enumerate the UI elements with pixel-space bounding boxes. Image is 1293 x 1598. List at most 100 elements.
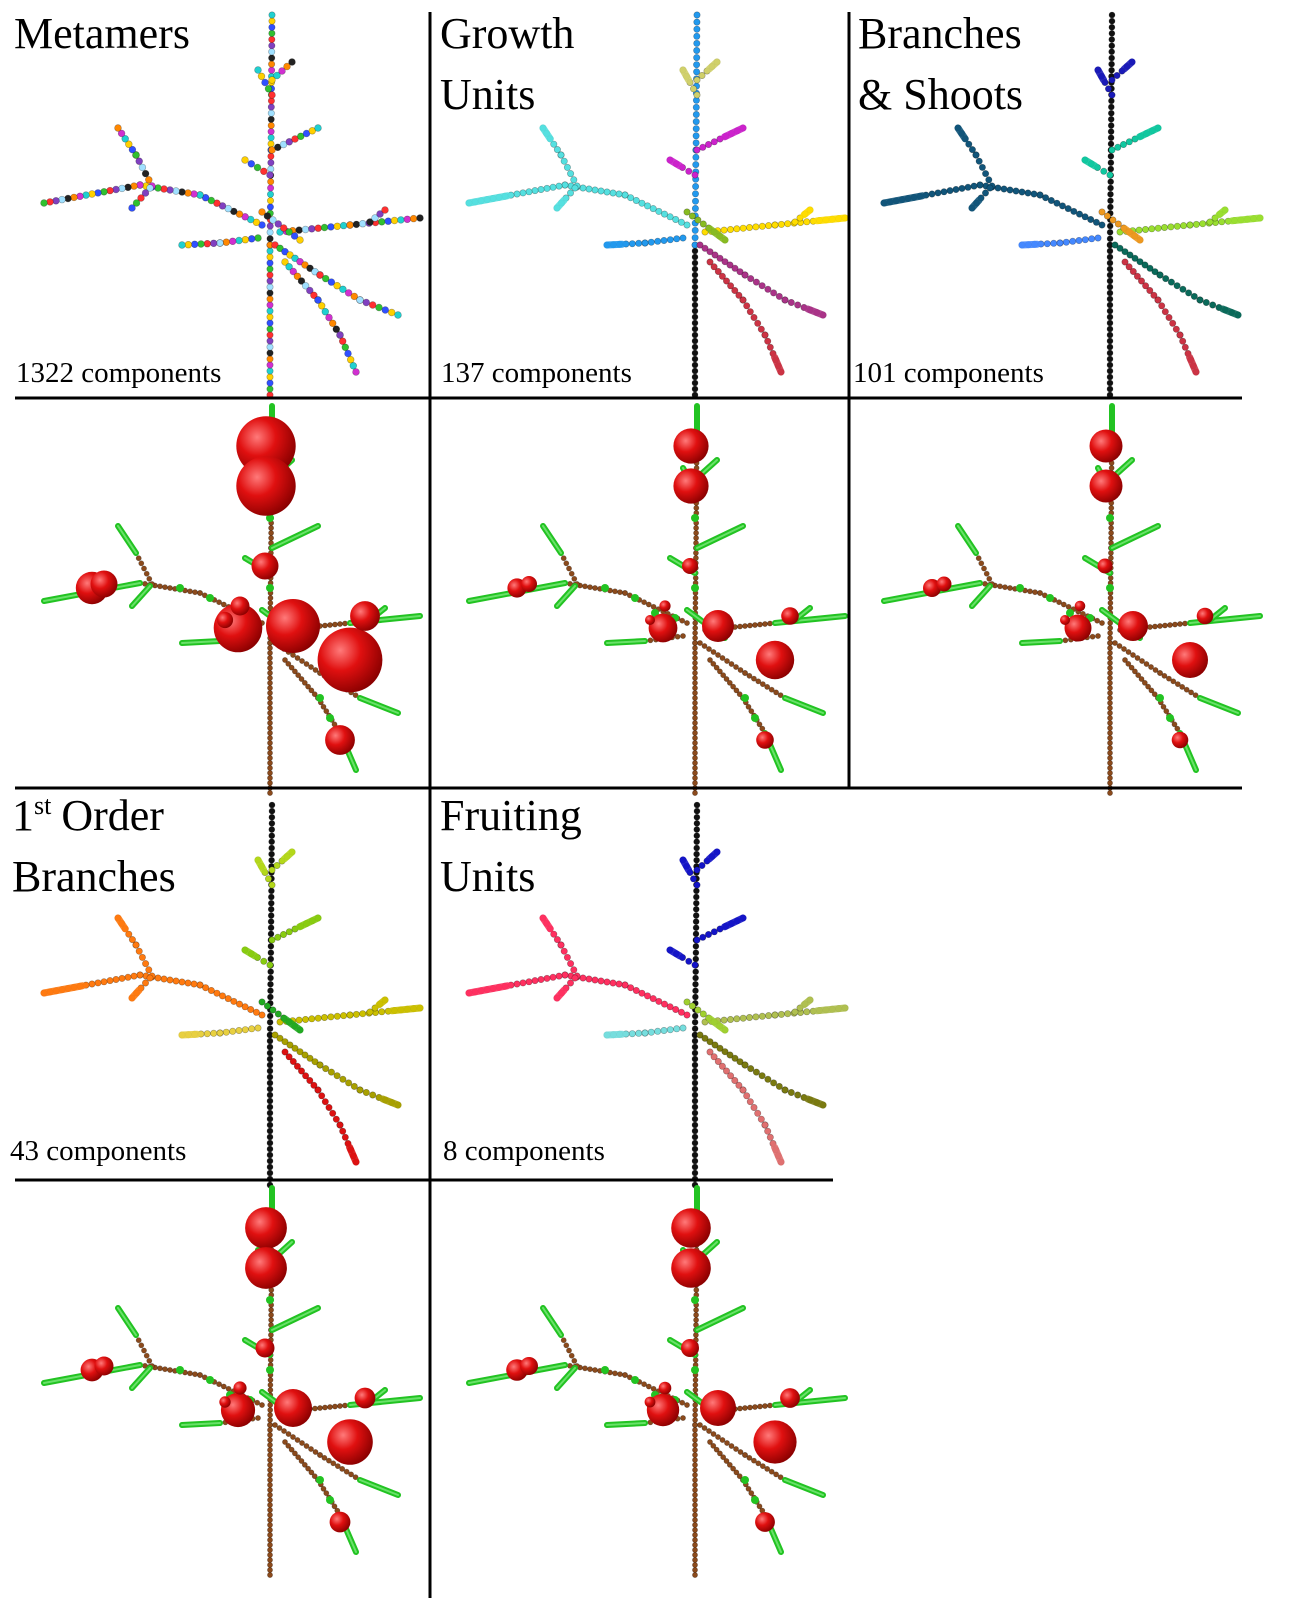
branch-down-right-a: [271, 241, 402, 319]
branch-down-right-a: [271, 1031, 402, 1109]
branch-left-up: [955, 523, 995, 587]
branch-left-down: [554, 1365, 578, 1391]
branch-right-up: [366, 996, 389, 1016]
fruit-6: [274, 1389, 312, 1427]
fruit-8: [781, 607, 799, 625]
branch-upper-right: [269, 523, 321, 551]
trunk: [692, 410, 700, 796]
title-fruiting-line2: Units: [440, 852, 535, 901]
branch-left-down: [128, 974, 154, 1002]
panel-fruiting-units-fruit: [466, 1185, 848, 1578]
fruit-5: [1064, 614, 1092, 642]
panel-branches-shoots: [880, 11, 1264, 399]
branch-upper-left: [666, 946, 699, 969]
branch-top-shoots: [254, 66, 276, 99]
branch-left-down: [553, 184, 579, 212]
fruit-0: [1089, 429, 1123, 463]
fruit-8: [1196, 607, 1214, 625]
branch-right-up: [366, 206, 389, 226]
branch-right-long: [276, 214, 424, 236]
branch-down-right-a: [1111, 241, 1242, 319]
branch-down-right-a: [272, 1422, 401, 1498]
fruit-8: [350, 601, 380, 631]
fruit-8: [780, 1388, 800, 1408]
fruit-8: [354, 1387, 376, 1409]
branch-left-up: [539, 914, 581, 980]
branch-left-down: [553, 974, 579, 1002]
branch-upper-left: [241, 156, 274, 179]
branch-upper-left: [241, 946, 274, 969]
trunk: [691, 801, 701, 1189]
fruit-2: [251, 552, 279, 580]
fruit-7: [753, 1420, 797, 1464]
title-branches-line2: & Shoots: [858, 70, 1023, 119]
panel-first-order-fruit: [41, 1185, 423, 1578]
fruits: [923, 429, 1214, 749]
title-metamers: Metamers: [14, 9, 190, 58]
branch-left-up: [540, 523, 580, 587]
fruit-4: [521, 576, 537, 592]
branch-right-up: [1206, 206, 1229, 226]
branch-top-shoot-r: [268, 848, 296, 874]
title-growth-line2: Units: [440, 70, 535, 119]
branch-left-down: [969, 583, 993, 609]
branch-top-shoot-r: [693, 848, 721, 874]
fruit-5: [648, 613, 678, 643]
fruit-4: [520, 1357, 538, 1375]
panel-grid: [15, 12, 1242, 1598]
title-first-order-rest: Order: [61, 791, 164, 840]
panel-growth-units-fruit: [466, 403, 848, 796]
branch-left-long: [880, 181, 1106, 229]
branch-left-up: [540, 1305, 580, 1369]
panel-first-order-branches: [40, 801, 424, 1189]
fruits: [75, 416, 383, 755]
branch-upper-left: [1081, 156, 1114, 179]
branch-left-down: [129, 583, 153, 609]
fruit-3: [923, 579, 941, 597]
branch-down-right-a: [696, 1031, 827, 1109]
fruit-10: [230, 596, 250, 616]
fruit-0: [671, 1208, 711, 1248]
fruit-1: [673, 468, 709, 504]
branch-top-shoots: [1094, 66, 1116, 99]
fruit-9: [755, 1512, 775, 1532]
branch-left-up: [954, 124, 996, 190]
branch-down-right-b: [281, 258, 360, 376]
branch-mid-diag: [1098, 208, 1144, 244]
fruit-6: [702, 610, 734, 642]
trunk: [1106, 11, 1116, 399]
fruit-6: [266, 599, 320, 653]
branch-upper-right: [693, 124, 747, 154]
panel-metamers-fruit: [41, 403, 423, 796]
branch-right-long: [276, 1004, 424, 1026]
branch-down-right-b: [1121, 258, 1200, 376]
branch-right-up: [791, 206, 814, 226]
branch-right-long: [701, 214, 849, 236]
branch-left-up: [114, 914, 156, 980]
branch-upper-right: [693, 914, 747, 944]
branch-left-long: [465, 181, 691, 229]
branch-top-shoot-r: [1108, 58, 1136, 84]
fruit-4: [94, 1356, 114, 1376]
count-fruiting-units: 8 components: [443, 1135, 605, 1167]
title-growth-line1: Growth: [440, 9, 574, 58]
branch-left-up: [115, 1305, 155, 1369]
fruit-2: [255, 1338, 275, 1358]
count-metamers: 1322 components: [16, 357, 221, 389]
branch-right-long: [701, 1004, 849, 1026]
fruit-9: [325, 725, 355, 755]
branch-left-long: [40, 181, 266, 229]
fruit-7: [317, 627, 383, 693]
fruit-9: [756, 731, 774, 749]
branch-upper-right: [694, 523, 746, 551]
fruit-0: [245, 1207, 287, 1249]
branch-top-shoots: [679, 856, 701, 889]
title-branches-line1: Branches: [858, 9, 1022, 58]
branch-top-shoot-r: [693, 58, 721, 84]
branch-mid-diag: [683, 998, 729, 1034]
branch-left-lower: [603, 1024, 687, 1039]
panel-fruiting-units: [465, 801, 849, 1189]
branch-left-up: [115, 523, 155, 587]
branch-upper-left: [666, 156, 699, 179]
fruit-1: [245, 1247, 287, 1289]
